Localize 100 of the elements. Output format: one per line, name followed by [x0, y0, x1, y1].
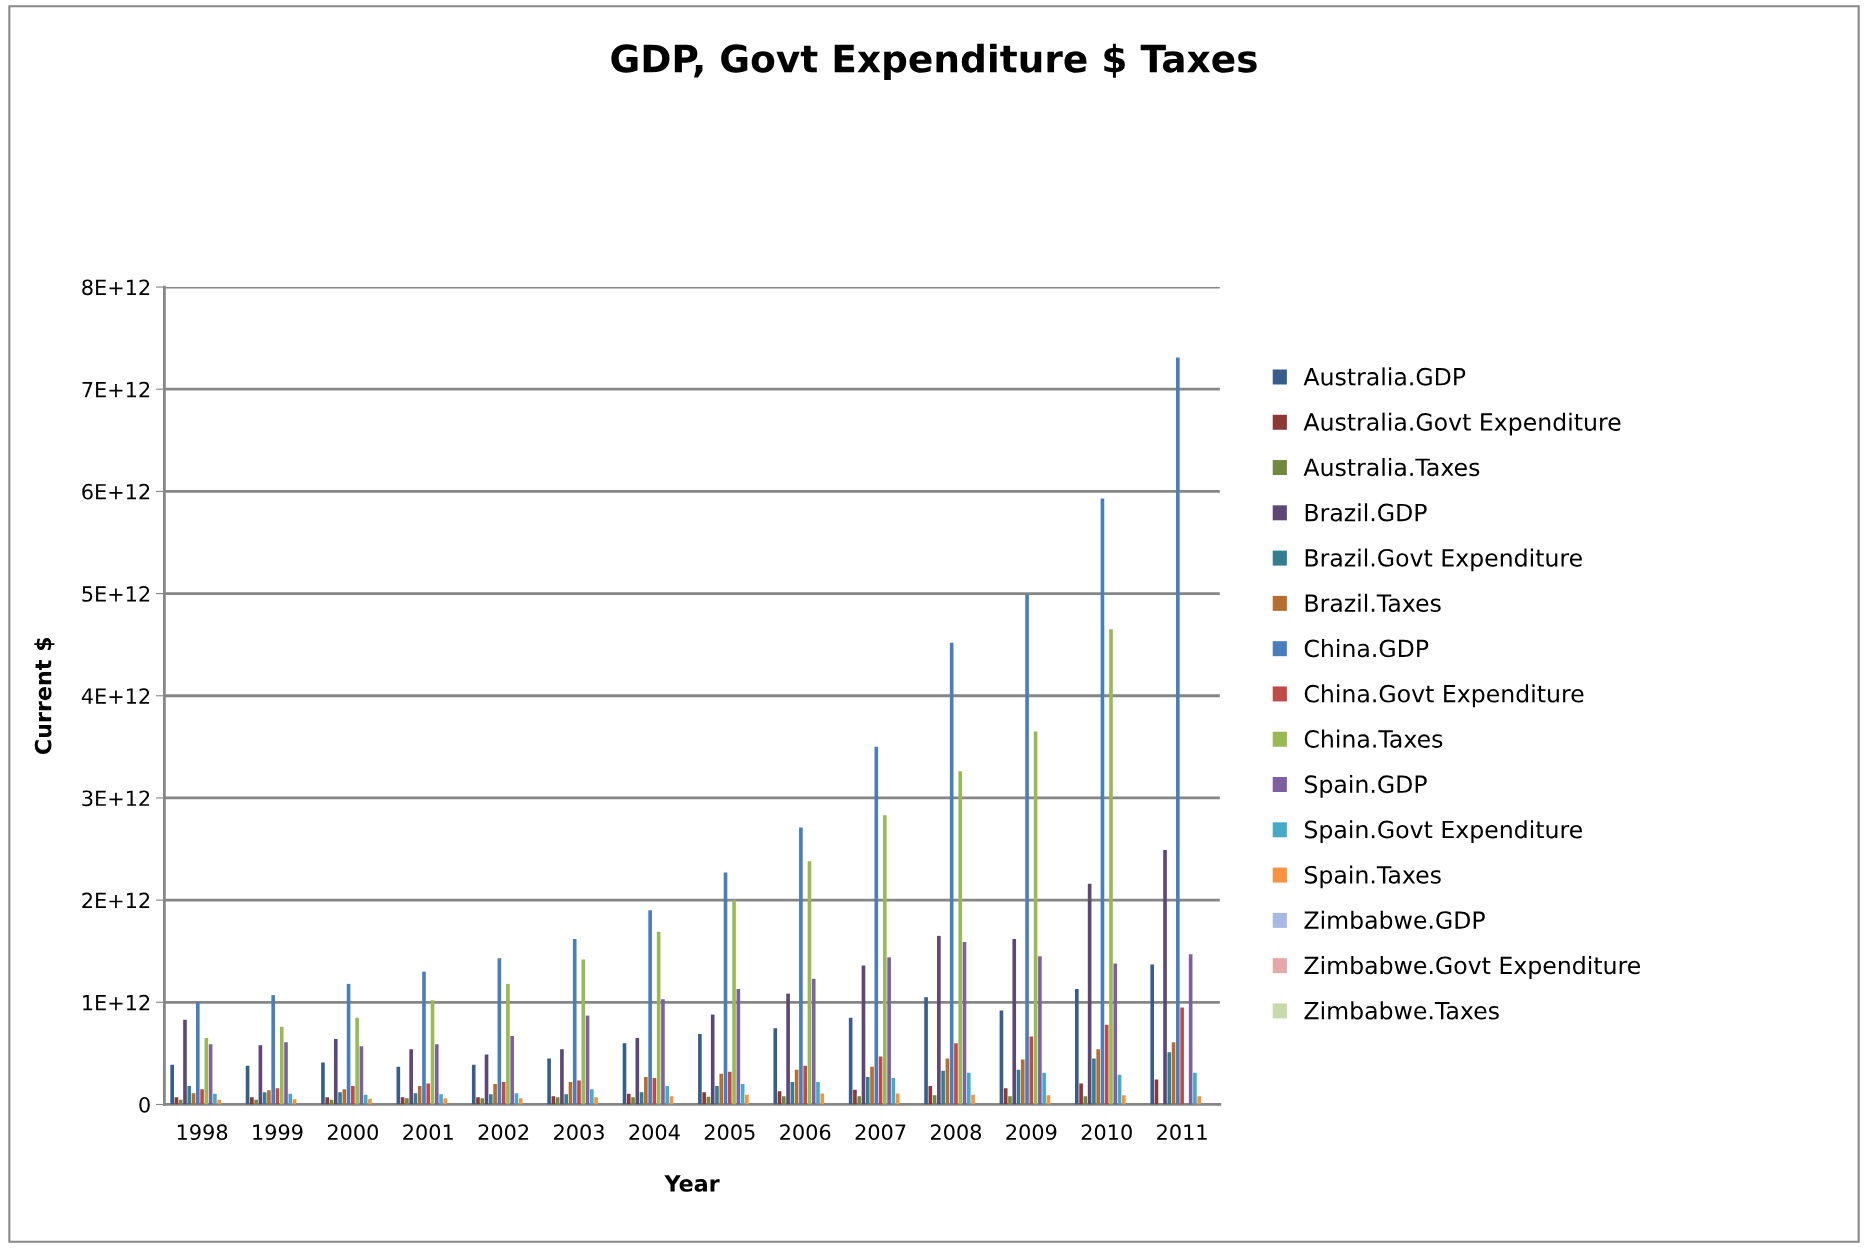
y-axis-title: Current $: [34, 637, 55, 755]
bar: [631, 1097, 635, 1105]
bar: [958, 771, 963, 1105]
bar: [590, 1089, 594, 1105]
x-tick-label: 2000: [327, 1124, 378, 1141]
x-tick-label: 2006: [780, 1124, 831, 1141]
bar: [1012, 938, 1017, 1105]
legend-label: Zimbabwe.GDP: [1304, 910, 1485, 930]
bar: [865, 1076, 870, 1105]
bar: [710, 1014, 715, 1105]
y-tick-label: 1E+12: [83, 994, 150, 1011]
bar: [279, 1026, 284, 1105]
bar: [727, 1071, 732, 1105]
bar: [409, 1049, 413, 1105]
bar: [971, 1094, 975, 1105]
bar: [271, 995, 276, 1105]
y-tick-label: 4E+12: [81, 688, 150, 704]
bar: [506, 983, 510, 1105]
bar: [564, 1094, 569, 1105]
bar: [1163, 850, 1167, 1105]
bar: [480, 1098, 485, 1105]
bar: [488, 1094, 493, 1105]
bar: [857, 1096, 862, 1105]
legend-label: Brazil.Taxes: [1305, 593, 1441, 613]
bar: [1079, 1083, 1083, 1105]
bar: [581, 959, 586, 1105]
bar: [1038, 956, 1042, 1105]
bar: [816, 1082, 820, 1105]
x-tick-label: 2007: [855, 1124, 906, 1141]
bar: [178, 1099, 183, 1105]
bar: [702, 1092, 706, 1105]
bar: [644, 1076, 648, 1105]
bar: [284, 1042, 288, 1105]
bar: [1008, 1096, 1012, 1105]
y-tick-label: 8E+12: [82, 279, 150, 296]
bar: [267, 1090, 271, 1105]
legend-label: China.Govt Expenditure: [1304, 684, 1584, 708]
bar: [1003, 1088, 1008, 1105]
bar: [213, 1093, 217, 1105]
bar: [510, 1036, 514, 1105]
bar: [626, 1093, 631, 1105]
bar: [577, 1080, 581, 1105]
legend-label: Brazil.GDP: [1305, 503, 1427, 522]
bar: [493, 1084, 497, 1105]
bar: [170, 1064, 174, 1105]
bar: [1180, 1007, 1184, 1105]
bar: [195, 1002, 200, 1105]
bar: [1150, 964, 1155, 1105]
bar: [732, 900, 736, 1105]
legend-label: Spain.GDP: [1304, 774, 1427, 798]
bar: [518, 1098, 523, 1105]
bar: [351, 1086, 355, 1105]
legend-label: Spain.Govt Expenditure: [1304, 820, 1582, 844]
y-tick-label: 3E+12: [82, 790, 150, 807]
bar: [786, 993, 790, 1105]
bar: [217, 1099, 221, 1105]
bar: [870, 1066, 874, 1105]
bar: [803, 1065, 807, 1105]
bar: [426, 1083, 431, 1105]
bar: [799, 827, 803, 1105]
bar: [405, 1098, 409, 1105]
bar: [661, 999, 665, 1105]
x-tick-label: 2002: [478, 1124, 529, 1141]
bar: [811, 978, 816, 1105]
bar: [288, 1093, 293, 1105]
x-tick-label: 2009: [1006, 1124, 1057, 1141]
bar: [887, 957, 891, 1105]
y-tick-label: 5E+12: [82, 586, 150, 602]
x-tick-label: 2004: [629, 1124, 680, 1141]
bar: [782, 1096, 786, 1105]
bar: [1176, 357, 1180, 1105]
x-axis-title: Year: [664, 1175, 720, 1192]
bar: [471, 1064, 476, 1105]
bar: [547, 1058, 551, 1105]
legend-label: Australia.GDP: [1303, 367, 1466, 386]
legend-label: Zimbabwe.Taxes: [1304, 1001, 1499, 1020]
bar: [422, 971, 426, 1105]
bar: [966, 1072, 971, 1105]
bar: [476, 1097, 480, 1105]
bar: [560, 1049, 564, 1105]
bar: [439, 1094, 443, 1105]
bar: [715, 1086, 719, 1105]
bar: [325, 1097, 330, 1105]
legend-label: China.Taxes: [1304, 729, 1443, 748]
x-tick-label: 2008: [930, 1124, 982, 1141]
bar: [1075, 989, 1079, 1105]
bar: [355, 1017, 359, 1105]
bar: [745, 1094, 749, 1105]
bar: [1025, 594, 1029, 1105]
bar: [338, 1092, 342, 1105]
x-tick-label: 2011: [1157, 1124, 1207, 1141]
bar: [883, 815, 887, 1105]
bar: [719, 1073, 724, 1105]
y-tick-label: 6E+12: [82, 483, 150, 500]
bar: [665, 1086, 670, 1105]
y-tick-label: 7E+12: [82, 381, 150, 398]
bar: [1197, 1096, 1202, 1105]
bar: [1104, 1024, 1109, 1105]
bar: [321, 1062, 325, 1105]
bar: [1020, 1059, 1025, 1105]
